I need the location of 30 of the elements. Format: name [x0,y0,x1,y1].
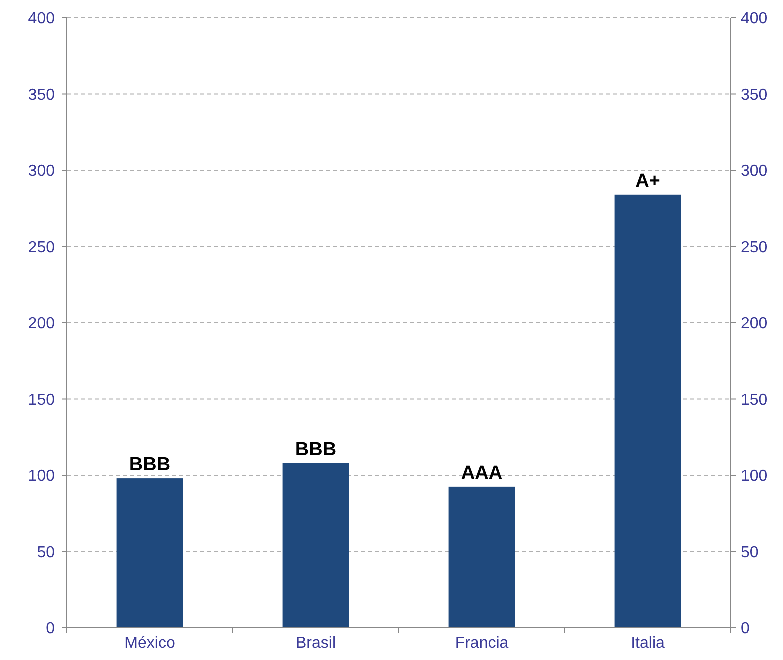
y2-tick-label: 350 [741,86,768,104]
y2-tick-label: 300 [741,163,768,180]
y-tick-label: 150 [28,392,56,409]
y-tick-label: 100 [28,468,56,486]
y-tick-label: 250 [28,239,56,256]
y2-tick-label: 100 [741,468,768,486]
data-label: BBB [295,439,337,460]
data-label: BBB [129,454,171,476]
y-tick-label: 50 [37,544,56,562]
data-label: AAA [461,462,503,484]
bar [116,478,184,628]
y2-tick-label: 150 [741,392,768,409]
x-tick-label: México [124,635,176,652]
bar [448,486,516,628]
data-label: A+ [636,170,660,192]
y2-tick-label: 250 [741,239,768,256]
y-tick-label: 300 [28,163,56,180]
x-tick-label: Brasil [296,635,336,652]
y-tick-label: 200 [28,316,56,333]
x-tick-label: Francia [455,635,509,652]
y2-tick-label: 400 [741,10,768,28]
y2-tick-label: 50 [741,544,759,562]
y-tick-label: 400 [28,10,56,28]
y-tick-label: 350 [28,86,56,104]
bar [614,194,682,628]
bar [282,463,350,628]
y-tick-label: 0 [46,620,56,638]
x-tick-label: Italia [631,635,665,652]
y2-tick-label: 0 [741,620,750,638]
y2-tick-label: 200 [741,316,768,333]
